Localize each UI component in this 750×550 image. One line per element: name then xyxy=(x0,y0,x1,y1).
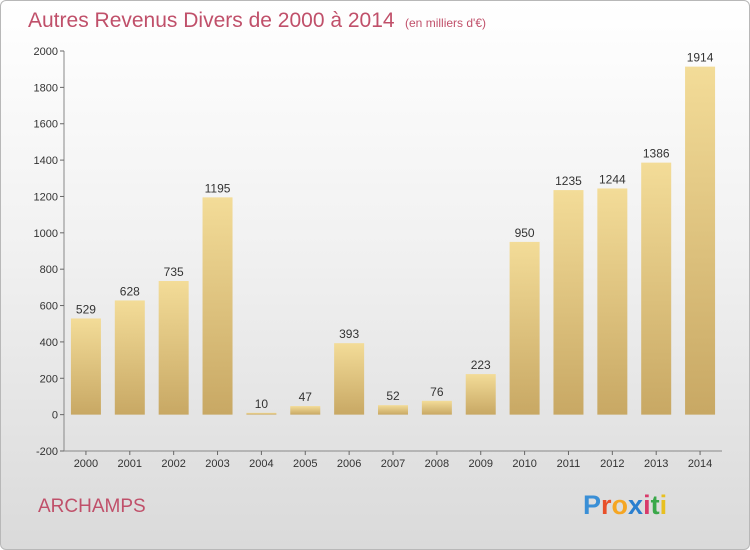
data-label: 735 xyxy=(164,265,184,279)
x-tick-label: 2000 xyxy=(74,458,98,470)
logo-letter: t xyxy=(650,490,660,520)
data-label: 628 xyxy=(120,284,140,298)
bar xyxy=(202,197,233,415)
bar xyxy=(421,400,452,415)
x-tick-label: 2009 xyxy=(468,458,492,470)
data-label: 950 xyxy=(515,226,535,240)
y-tick-label: 400 xyxy=(40,337,58,349)
y-tick-label: 800 xyxy=(40,264,58,276)
data-label: 76 xyxy=(430,385,444,399)
data-label: 47 xyxy=(299,390,313,404)
bar xyxy=(465,374,496,415)
bar xyxy=(685,66,716,415)
bar xyxy=(246,412,277,415)
bar xyxy=(597,188,628,415)
data-label: 52 xyxy=(386,389,400,403)
data-label: 10 xyxy=(255,397,269,411)
chart-subtitle: (en milliers d'€) xyxy=(405,16,486,30)
x-tick-label: 2003 xyxy=(205,458,229,470)
data-label: 1914 xyxy=(687,51,714,65)
chart-title-block: Autres Revenus Divers de 2000 à 2014 (en… xyxy=(28,9,486,33)
x-tick-label: 2012 xyxy=(600,458,624,470)
bar xyxy=(290,406,321,415)
data-label: 1386 xyxy=(643,147,670,161)
bar xyxy=(158,281,189,415)
chart-title: Autres Revenus Divers de 2000 à 2014 xyxy=(28,9,395,32)
proxiti-logo: Proxiti xyxy=(583,490,667,521)
bar xyxy=(70,318,101,415)
data-label: 1195 xyxy=(205,181,231,195)
bar xyxy=(334,343,365,415)
commune-name: ARCHAMPS xyxy=(38,496,146,517)
y-tick-label: 2000 xyxy=(34,46,58,58)
y-tick-label: 200 xyxy=(40,373,58,385)
bar xyxy=(114,300,145,415)
data-label: 393 xyxy=(339,327,359,341)
logo-letter: r xyxy=(601,490,612,520)
x-tick-label: 2006 xyxy=(337,458,361,470)
y-tick-label: 1800 xyxy=(34,82,58,94)
x-tick-label: 2004 xyxy=(249,458,273,470)
y-tick-label: 1600 xyxy=(34,119,58,131)
y-tick-label: 1000 xyxy=(34,228,58,240)
data-label: 529 xyxy=(76,302,96,316)
data-label: 1244 xyxy=(599,172,626,186)
bar xyxy=(641,162,672,415)
y-tick-label: -200 xyxy=(36,446,58,458)
y-tick-label: 1200 xyxy=(34,191,58,203)
logo-letter: i xyxy=(643,490,651,520)
bar xyxy=(509,241,540,415)
x-tick-label: 2001 xyxy=(118,458,142,470)
logo-letter: i xyxy=(659,490,668,520)
bar xyxy=(553,190,584,415)
x-tick-label: 2014 xyxy=(688,458,712,470)
bar xyxy=(378,405,408,415)
data-label: 1235 xyxy=(555,174,582,188)
x-tick-label: 2008 xyxy=(425,458,449,470)
y-tick-label: 1400 xyxy=(34,155,58,167)
x-tick-label: 2011 xyxy=(557,458,581,470)
x-tick-label: 2005 xyxy=(293,458,317,470)
x-tick-label: 2007 xyxy=(381,458,405,470)
data-label: 223 xyxy=(471,358,491,372)
logo-letter: P xyxy=(583,490,602,520)
x-tick-label: 2013 xyxy=(644,458,668,470)
y-tick-label: 0 xyxy=(52,410,58,422)
y-tick-label: 600 xyxy=(40,301,58,313)
logo-letter: x xyxy=(628,490,644,520)
x-tick-label: 2010 xyxy=(512,458,536,470)
x-tick-label: 2002 xyxy=(161,458,185,470)
logo-letter: o xyxy=(611,490,629,520)
